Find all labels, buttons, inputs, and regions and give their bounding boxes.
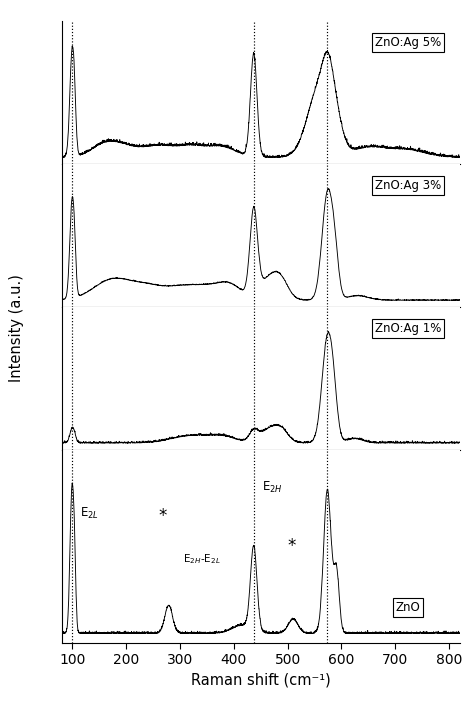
Text: ZnO: ZnO	[396, 601, 420, 615]
Text: E$_{2H}$-E$_{2L}$: E$_{2H}$-E$_{2L}$	[182, 552, 220, 565]
X-axis label: Raman shift (cm⁻¹): Raman shift (cm⁻¹)	[191, 673, 330, 688]
Text: ZnO:Ag 5%: ZnO:Ag 5%	[375, 36, 441, 49]
Text: E$_{2L}$: E$_{2L}$	[81, 506, 100, 521]
Text: ZnO:Ag 1%: ZnO:Ag 1%	[375, 322, 441, 335]
Text: *: *	[288, 537, 296, 555]
Text: E$_{2H}$: E$_{2H}$	[262, 480, 283, 495]
Text: A1: A1	[328, 468, 345, 481]
Text: ZnO:Ag 3%: ZnO:Ag 3%	[375, 179, 441, 192]
Text: Intensity (a.u.): Intensity (a.u.)	[9, 274, 24, 383]
Text: *: *	[159, 507, 167, 525]
